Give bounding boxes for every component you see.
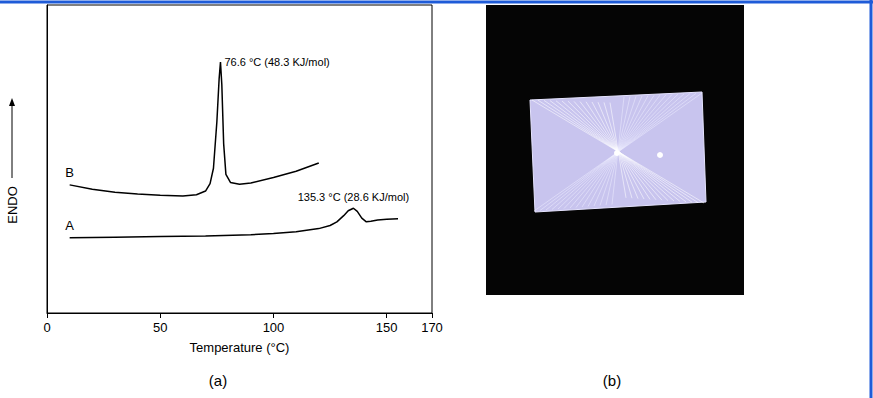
svg-text:A: A bbox=[65, 218, 74, 233]
svg-text:135.3 °C (28.6 KJ/mol): 135.3 °C (28.6 KJ/mol) bbox=[298, 191, 409, 203]
svg-text:0: 0 bbox=[43, 320, 50, 335]
svg-text:170: 170 bbox=[421, 320, 443, 335]
svg-text:76.6 °C (48.3 KJ/mol): 76.6 °C (48.3 KJ/mol) bbox=[224, 56, 329, 68]
svg-text:50: 50 bbox=[153, 320, 167, 335]
svg-text:B: B bbox=[65, 165, 74, 180]
svg-text:100: 100 bbox=[263, 320, 285, 335]
svg-text:(a): (a) bbox=[209, 372, 227, 389]
svg-text:(b): (b) bbox=[603, 372, 621, 389]
svg-text:150: 150 bbox=[376, 320, 398, 335]
svg-text:Temperature (°C): Temperature (°C) bbox=[190, 340, 290, 355]
svg-text:ENDO: ENDO bbox=[5, 186, 20, 224]
